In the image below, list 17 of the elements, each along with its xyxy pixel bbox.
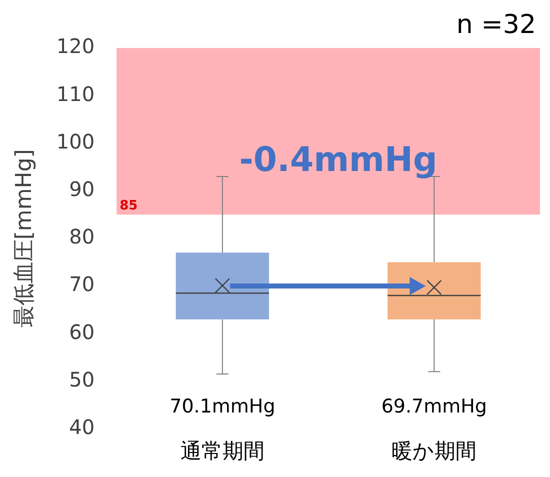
y-tick-label: 50 bbox=[69, 367, 95, 392]
y-tick-label: 70 bbox=[69, 272, 95, 296]
y-tick-label: 100 bbox=[56, 129, 95, 154]
band-label: 85 bbox=[120, 198, 138, 214]
y-tick-label: 110 bbox=[56, 82, 95, 106]
annotation: 69.7mmHg bbox=[381, 395, 487, 418]
y-tick-label: 80 bbox=[69, 224, 95, 249]
y-tick-label: 40 bbox=[69, 415, 95, 440]
text: n =32 bbox=[456, 10, 536, 40]
x-tick-label: 通常期間 bbox=[180, 438, 264, 463]
y-tick-label: 60 bbox=[69, 320, 95, 344]
x-tick-label: 暖か期間 bbox=[392, 438, 477, 463]
y-tick-label: 120 bbox=[56, 34, 95, 58]
annotation: 70.1mmHg bbox=[170, 395, 276, 418]
y-tick-label: 90 bbox=[69, 177, 95, 202]
annotation: -0.4mmHg bbox=[239, 140, 438, 180]
y-axis-title: 最低血圧[mmHg] bbox=[12, 149, 37, 328]
